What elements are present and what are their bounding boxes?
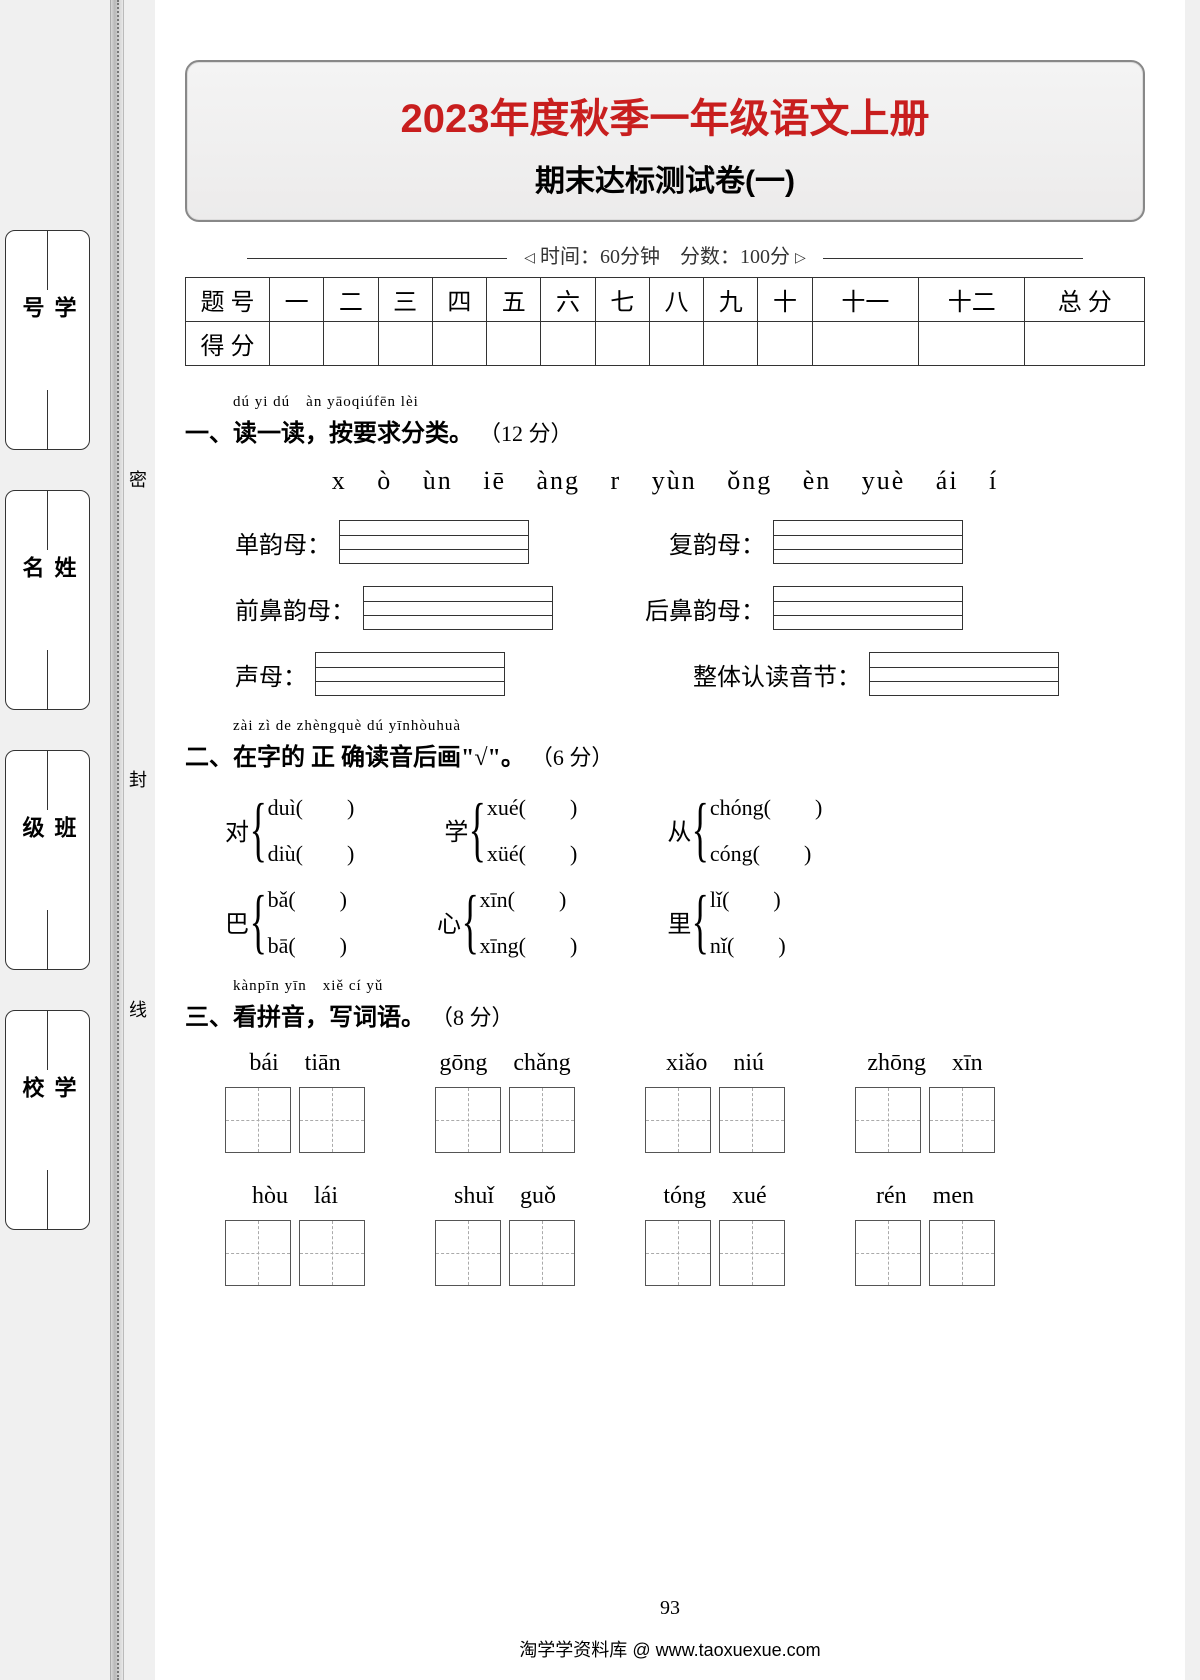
side-tab-label: 学 校 xyxy=(16,1076,80,1164)
tianzige-box[interactable] xyxy=(509,1087,575,1153)
q1-title: 一、读一读，按要求分类。 xyxy=(185,421,473,447)
side-tab-banji: 班 级 xyxy=(5,750,90,970)
q3-pinyin: kànpīn yīn xiě cí yǔ xyxy=(233,974,1145,995)
tianzige-box[interactable] xyxy=(299,1220,365,1286)
row-label: 题 号 xyxy=(186,278,270,322)
tianzige-box[interactable] xyxy=(719,1087,785,1153)
tianzige-box[interactable] xyxy=(509,1220,575,1286)
q3-points: （8 分） xyxy=(431,1005,514,1030)
side-tab-label: 班 级 xyxy=(16,816,80,904)
side-tab-xuehao: 学 号 xyxy=(5,230,90,450)
q2-title: 二、在字的 正 确读音后画"√"。 xyxy=(185,745,525,771)
page-subtitle: 期末达标测试卷(一) xyxy=(207,156,1123,200)
answer-box[interactable] xyxy=(773,520,963,564)
answer-box[interactable] xyxy=(363,586,553,630)
q1-heading: dú yi dú àn yāoqiúfēn lèi 一、读一读，按要求分类。 （… xyxy=(185,390,1145,448)
tianzige-box[interactable] xyxy=(855,1087,921,1153)
page-content: 2023年度秋季一年级语文上册 期末达标测试卷(一) ◁ 时间：60分钟 分数：… xyxy=(155,0,1185,1680)
answer-box[interactable] xyxy=(339,520,529,564)
brace-icon: { xyxy=(469,797,486,861)
footer-text: 淘学学资料库 @ www.taoxuexue.com xyxy=(155,1636,1185,1662)
tianzige-box[interactable] xyxy=(225,1087,291,1153)
q1-letter-list: x ò ùn iē àng r yùn ǒng èn yuè ái í xyxy=(185,466,1145,496)
q1-row: 声母： 整体认读音节： xyxy=(185,652,1145,696)
brace-icon: { xyxy=(250,797,267,861)
q3-title: 三、看拼音，写词语。 xyxy=(185,1005,425,1031)
q1-pinyin: dú yi dú àn yāoqiúfēn lèi xyxy=(233,390,1145,411)
q1-row: 单韵母： 复韵母： xyxy=(185,520,1145,564)
seal-mi: 密 xyxy=(124,470,150,488)
answer-box[interactable] xyxy=(315,652,505,696)
q2-points: （6 分） xyxy=(531,745,614,770)
time-info-text: 时间：60分钟 分数：100分 xyxy=(540,246,790,268)
triangle-right-icon: ▷ xyxy=(795,250,806,267)
q3-row: bái tiān gōng chǎng xiǎo niú zhōng xīn xyxy=(185,1050,1145,1153)
page-number: 93 xyxy=(155,1597,1185,1620)
brace-icon: { xyxy=(250,889,267,953)
answer-box[interactable] xyxy=(869,652,1059,696)
seal-feng: 封 xyxy=(124,770,150,788)
q2-row: 对{duì( )diù( ) 学{xué( )xüé( ) 从{chóng( )… xyxy=(185,790,1145,868)
seal-xian: 线 xyxy=(124,1000,150,1018)
q1-points: （12 分） xyxy=(479,421,573,446)
title-box: 2023年度秋季一年级语文上册 期末达标测试卷(一) xyxy=(185,60,1145,222)
table-row: 得 分 xyxy=(186,322,1145,366)
q1-row: 前鼻韵母： 后鼻韵母： xyxy=(185,586,1145,630)
brace-icon: { xyxy=(692,889,709,953)
brace-icon: { xyxy=(462,889,479,953)
fold-line xyxy=(117,0,119,1680)
score-table: 题 号 一 二 三 四 五 六 七 八 九 十 十一 十二 总 分 得 分 xyxy=(185,277,1145,366)
tianzige-box[interactable] xyxy=(225,1220,291,1286)
tianzige-box[interactable] xyxy=(299,1087,365,1153)
tianzige-box[interactable] xyxy=(645,1220,711,1286)
brace-icon: { xyxy=(692,797,709,861)
tianzige-box[interactable] xyxy=(929,1220,995,1286)
page-title: 2023年度秋季一年级语文上册 xyxy=(207,86,1123,144)
side-tab-xuexiao: 学 校 xyxy=(5,1010,90,1230)
side-tab-label: 学 号 xyxy=(16,296,80,384)
answer-box[interactable] xyxy=(773,586,963,630)
side-tab-label: 姓 名 xyxy=(16,556,80,644)
tianzige-box[interactable] xyxy=(435,1220,501,1286)
tianzige-box[interactable] xyxy=(855,1220,921,1286)
q3-row: hòu lái shuǐ guǒ tóng xué rén men xyxy=(185,1183,1145,1286)
q2-heading: zài zì de zhèngquè dú yīnhòuhuà 二、在字的 正 … xyxy=(185,718,1145,772)
triangle-left-icon: ◁ xyxy=(524,250,535,267)
side-tab-xingming: 姓 名 xyxy=(5,490,90,710)
tianzige-box[interactable] xyxy=(719,1220,785,1286)
q2-row: 巴{bǎ( )bā( ) 心{xīn( )xīng( ) 里{lǐ( )nǐ( … xyxy=(185,882,1145,960)
q3-heading: kànpīn yīn xiě cí yǔ 三、看拼音，写词语。 （8 分） xyxy=(185,974,1145,1032)
time-info-row: ◁ 时间：60分钟 分数：100分 ▷ xyxy=(185,240,1145,269)
row-label: 得 分 xyxy=(186,322,270,366)
table-row: 题 号 一 二 三 四 五 六 七 八 九 十 十一 十二 总 分 xyxy=(186,278,1145,322)
tianzige-box[interactable] xyxy=(929,1087,995,1153)
tianzige-box[interactable] xyxy=(435,1087,501,1153)
tianzige-box[interactable] xyxy=(645,1087,711,1153)
q2-pinyin: zài zì de zhèngquè dú yīnhòuhuà xyxy=(233,718,1145,735)
